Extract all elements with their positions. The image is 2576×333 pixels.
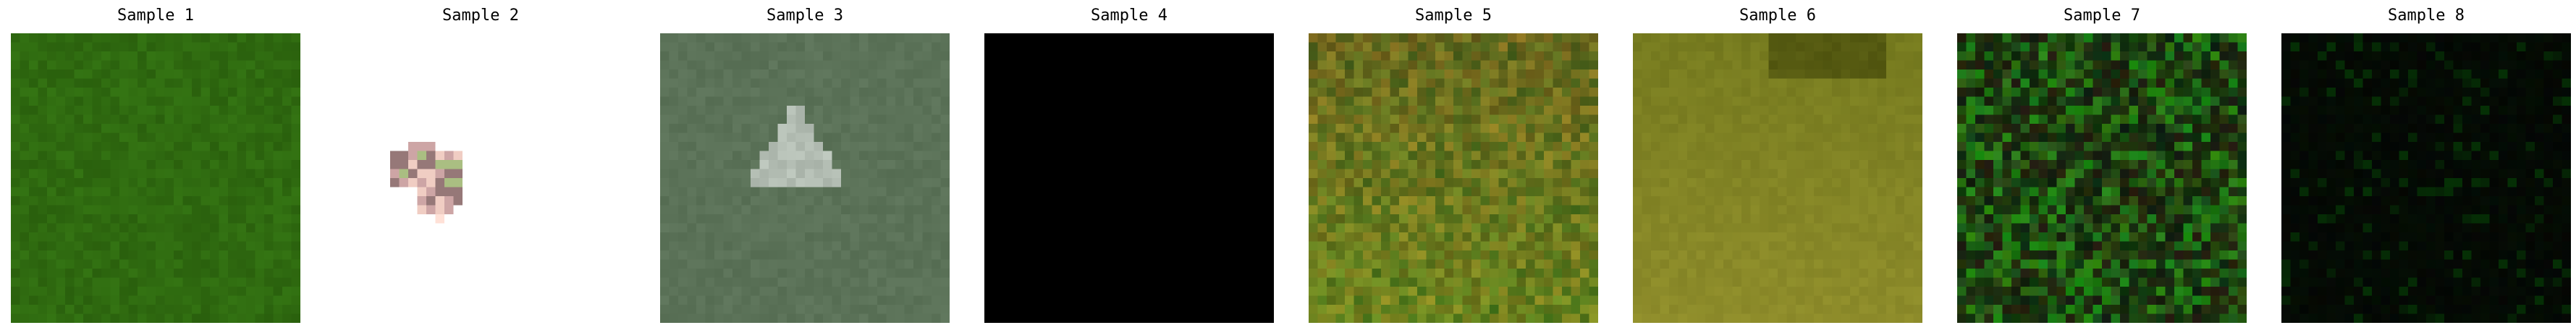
panel-sample-5: Sample 5 [1309,0,1598,333]
panel-title: Sample 6 [1739,7,1816,25]
panel-title: Sample 3 [767,7,843,25]
panel-sample-6: Sample 6 [1633,0,1922,333]
sample-image [2281,33,2571,323]
sample-image [11,33,300,323]
panel-sample-8: Sample 8 [2281,0,2571,333]
sample-image [1309,33,1598,323]
panel-sample-2: Sample 2 [336,0,625,333]
panel-sample-1: Sample 1 [11,0,300,333]
sample-image [336,33,625,323]
panel-sample-3: Sample 3 [660,0,950,333]
panel-title: Sample 7 [2064,7,2140,25]
panel-title: Sample 8 [2388,7,2465,25]
panel-title: Sample 1 [117,7,194,25]
sample-image [1957,33,2247,323]
sample-image [984,33,1274,323]
panel-title: Sample 2 [442,7,519,25]
panel-title: Sample 5 [1415,7,1492,25]
sample-image [1633,33,1922,323]
panel-sample-7: Sample 7 [1957,0,2247,333]
panel-title: Sample 4 [1091,7,1167,25]
sample-image [660,33,950,323]
panel-sample-4: Sample 4 [984,0,1274,333]
